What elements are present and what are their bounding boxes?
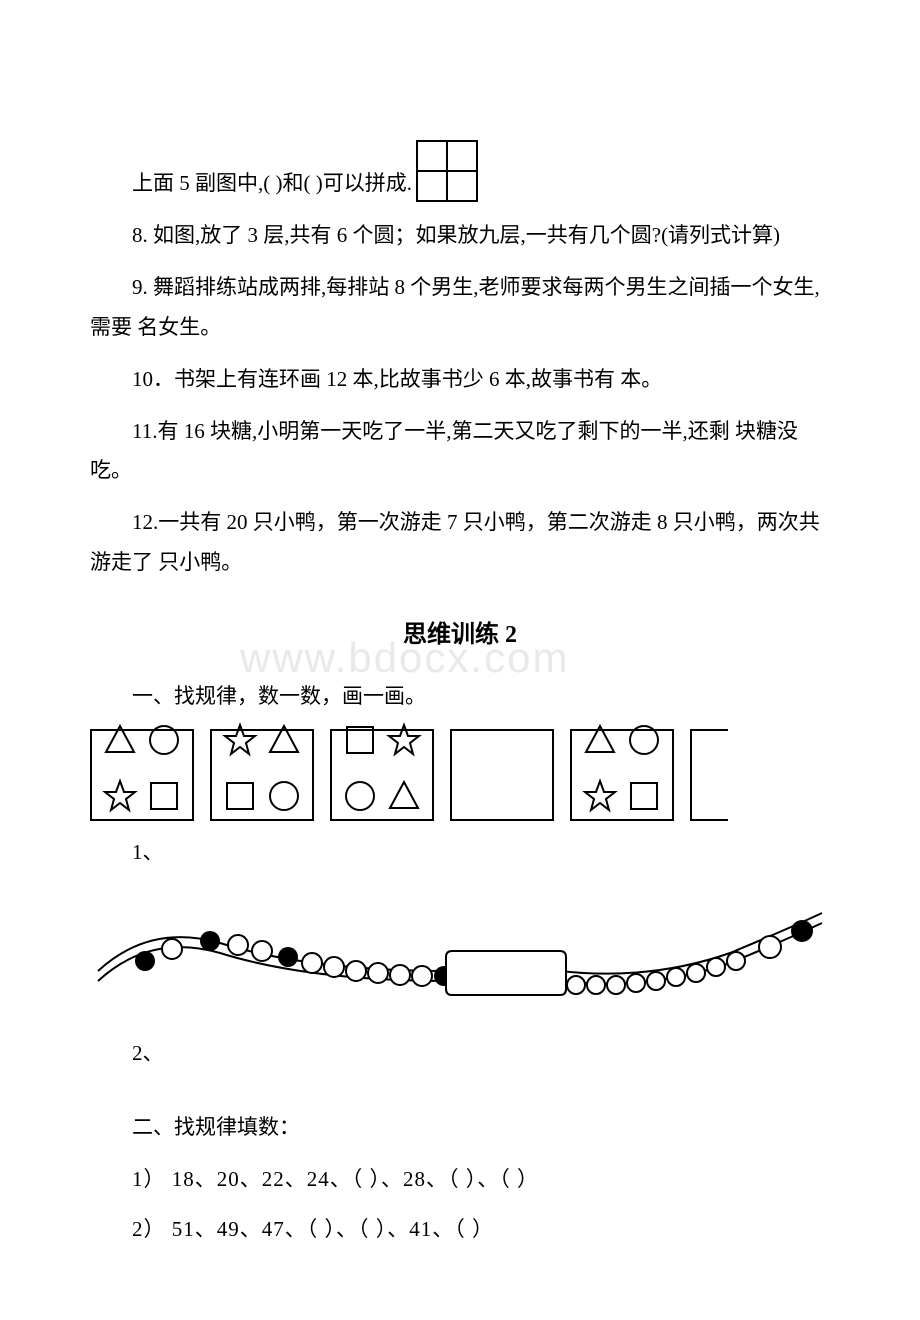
shape-boxes-row (90, 729, 830, 821)
shape-box (90, 729, 194, 821)
q7-text: 上面 5 副图中,( )和( )可以拼成. (90, 164, 412, 204)
circle-icon (146, 722, 182, 772)
q10-text: 10．书架上有连环画 12 本,比故事书少 6 本,故事书有 本。 (90, 360, 830, 400)
shape-box (450, 729, 554, 821)
section2-heading: 二、找规律填数： (132, 1108, 830, 1148)
circle-icon (342, 778, 378, 828)
shape-box (330, 729, 434, 821)
shape-box (570, 729, 674, 821)
star-icon (102, 778, 138, 828)
shape-box (210, 729, 314, 821)
seq-2: 2） 51、49、47、（ ）、（ ）、41、（ ） (132, 1210, 830, 1250)
circle-icon (266, 778, 302, 828)
q7-grid-icon (416, 140, 478, 202)
square-icon (626, 778, 662, 828)
label-2: 2、 (132, 1034, 830, 1074)
square-icon (146, 778, 182, 828)
triangle-icon (582, 722, 618, 772)
circle-icon (626, 722, 662, 772)
q8-text: 8. 如图,放了 3 层,共有 6 个圆；如果放九层,一共有几个圆?(请列式计算… (90, 216, 830, 256)
q7-row: 上面 5 副图中,( )和( )可以拼成. (90, 140, 830, 204)
triangle-icon (386, 778, 422, 828)
q11-text: 11.有 16 块糖,小明第一天吃了一半,第二天又吃了剩下的一半,还剩 块糖没吃… (90, 412, 830, 492)
square-icon (222, 778, 258, 828)
set2-title: 思维训练 2 (90, 613, 830, 659)
shape-box (690, 729, 728, 821)
square-icon (342, 722, 378, 772)
star-icon (386, 722, 422, 772)
triangle-icon (102, 722, 138, 772)
label-1: 1、 (132, 833, 830, 873)
star-icon (582, 778, 618, 828)
seq-1: 1） 18、20、22、24、（ ）、28、（ ）、（ ） (132, 1160, 830, 1200)
section1-heading: 一、找规律，数一数，画一画。 (132, 677, 830, 717)
star-icon (222, 722, 258, 772)
triangle-icon (266, 722, 302, 772)
q9-text: 9. 舞蹈排练站成两排,每排站 8 个男生,老师要求每两个男生之间插一个女生,需… (90, 268, 830, 348)
beads-diagram (90, 893, 830, 1017)
q12-text: 12.一共有 20 只小鸭，第一次游走 7 只小鸭，第二次游走 8 只小鸭，两次… (90, 503, 830, 583)
